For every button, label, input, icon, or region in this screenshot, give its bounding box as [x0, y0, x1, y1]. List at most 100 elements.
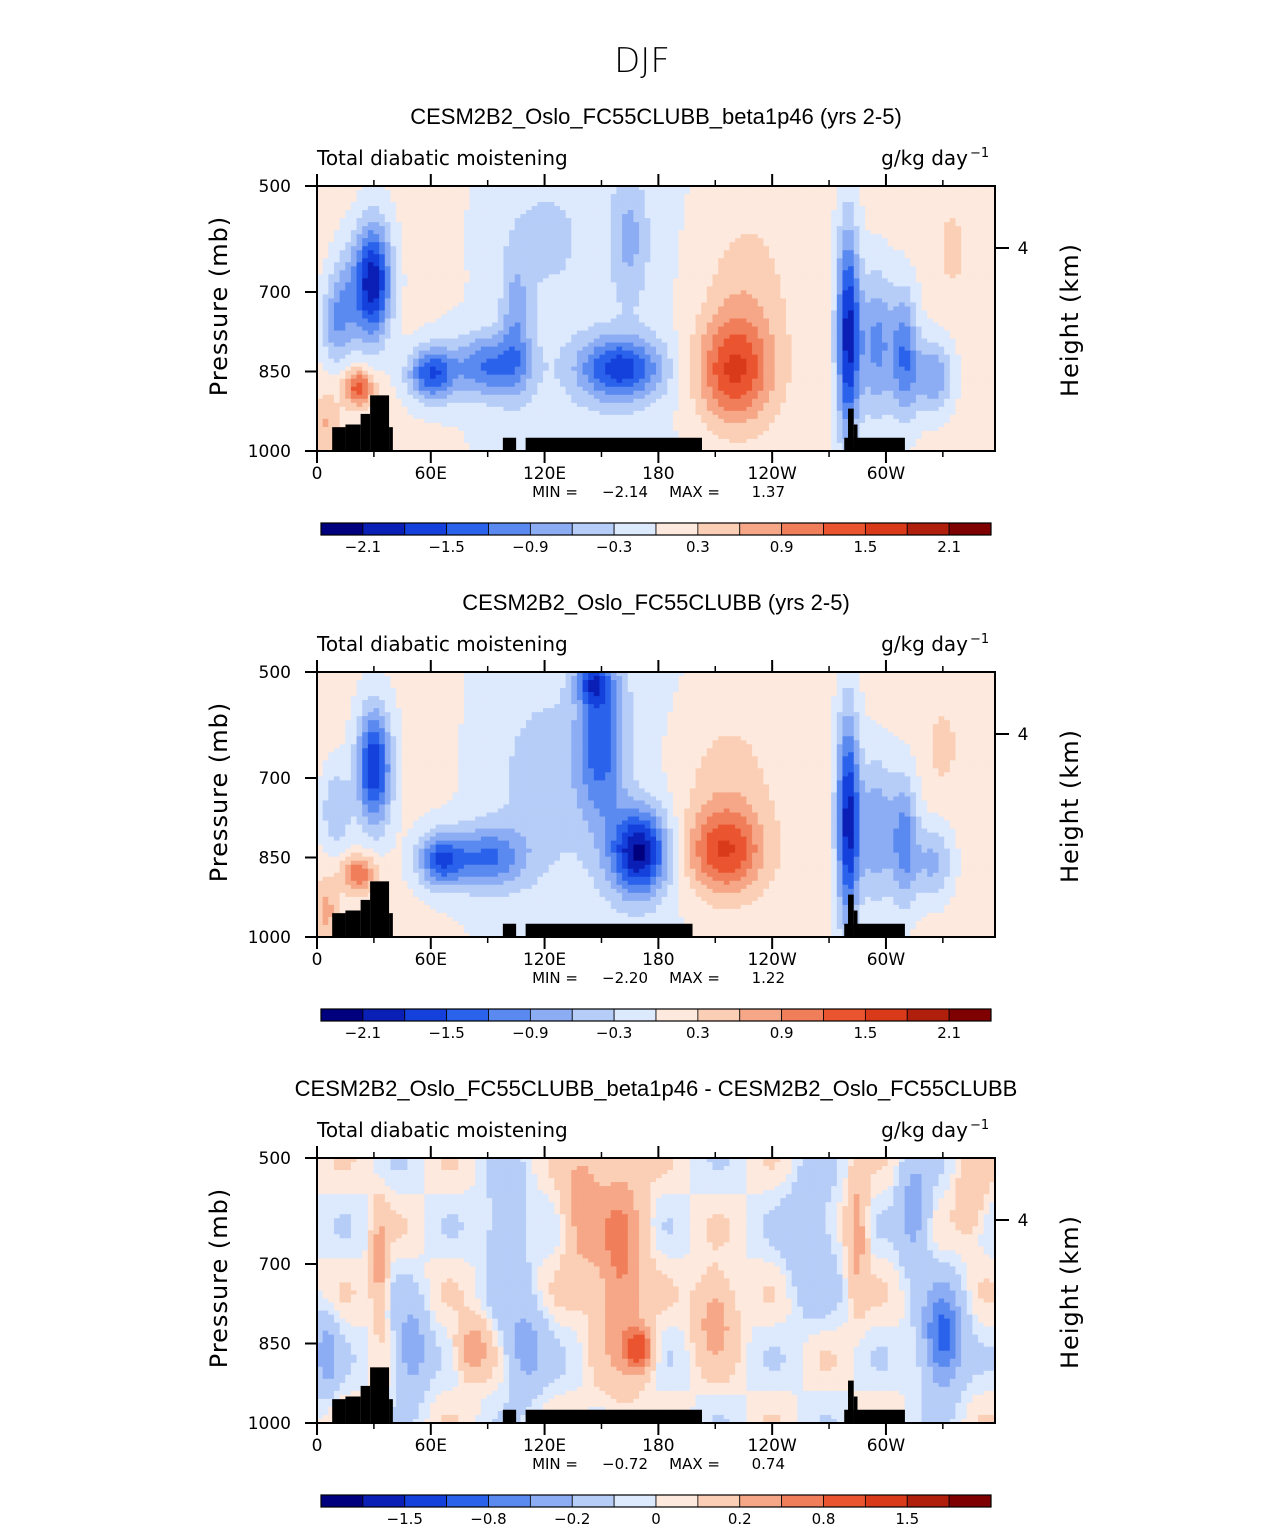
heatmap-cell — [650, 350, 657, 356]
heatmap-cell — [802, 210, 810, 215]
heatmap-cell — [531, 186, 538, 191]
heatmap-cell — [955, 190, 962, 195]
heatmap-cell — [904, 246, 911, 251]
heatmap-cell — [898, 318, 906, 324]
heatmap-cell — [413, 282, 420, 287]
heatmap-cell — [774, 246, 781, 251]
heatmap-cell — [870, 206, 877, 211]
heatmap-cell — [469, 254, 476, 259]
heatmap-cell — [401, 338, 408, 344]
heatmap-cell — [622, 206, 629, 211]
heatmap-cell — [622, 250, 629, 255]
heatmap-cell — [882, 346, 889, 352]
heatmap-cell — [746, 218, 753, 223]
heatmap-cell — [961, 190, 968, 195]
heatmap-cell — [882, 238, 889, 243]
heatmap-cell — [825, 238, 832, 243]
heatmap-cell — [780, 290, 787, 296]
heatmap-cell — [480, 338, 488, 344]
heatmap-cell — [582, 202, 589, 207]
heatmap-cell — [424, 278, 431, 283]
heatmap-cell — [458, 186, 465, 191]
heatmap-cell — [424, 346, 431, 352]
heatmap-cell — [480, 326, 488, 332]
heatmap-cell — [480, 226, 488, 231]
heatmap-cell — [492, 190, 499, 195]
heatmap-cell — [497, 306, 505, 312]
heatmap-cell — [757, 210, 764, 215]
heatmap-cell — [401, 266, 408, 271]
heatmap-cell — [543, 302, 550, 308]
heatmap-cell — [531, 190, 538, 195]
heatmap-cell — [757, 310, 764, 316]
heatmap-cell — [356, 246, 363, 251]
heatmap-cell — [627, 190, 634, 195]
heatmap-cell — [616, 318, 623, 324]
heatmap-cell — [955, 186, 962, 191]
heatmap-cell — [526, 226, 533, 231]
heatmap-cell — [633, 350, 640, 356]
heatmap-cell — [390, 286, 397, 291]
heatmap-cell — [469, 306, 476, 312]
heatmap-cell — [949, 206, 957, 211]
heatmap-cell — [492, 334, 499, 340]
heatmap-cell — [740, 306, 747, 312]
heatmap-cell — [588, 194, 595, 199]
heatmap-cell — [712, 274, 719, 279]
heatmap-cell — [791, 266, 798, 271]
heatmap-cell — [463, 330, 471, 336]
heatmap-cell — [469, 250, 476, 255]
heatmap-cell — [814, 250, 821, 255]
heatmap-cell — [791, 294, 798, 300]
heatmap-cell — [774, 310, 781, 316]
heatmap-cell — [836, 262, 844, 267]
heatmap-cell — [932, 218, 940, 223]
heatmap-cell — [921, 238, 928, 243]
heatmap-cell — [469, 346, 476, 352]
heatmap-cell — [836, 246, 844, 251]
heatmap-cell — [723, 262, 731, 267]
heatmap-cell — [949, 286, 957, 291]
heatmap-cell — [430, 342, 437, 348]
heatmap-cell — [593, 238, 601, 243]
heatmap-cell — [486, 206, 493, 211]
heatmap-cell — [887, 186, 894, 191]
heatmap-cell — [904, 238, 911, 243]
heatmap-cell — [865, 242, 872, 247]
heatmap-cell — [701, 318, 708, 324]
heatmap-cell — [791, 330, 798, 336]
heatmap-cell — [757, 294, 764, 300]
heatmap-cell — [317, 290, 324, 296]
heatmap-cell — [983, 346, 990, 352]
heatmap-cell — [836, 194, 844, 199]
heatmap-cell — [769, 282, 776, 287]
heatmap-cell — [435, 318, 442, 324]
heatmap-cell — [678, 254, 685, 259]
heatmap-cell — [379, 342, 386, 348]
heatmap-cell — [576, 230, 584, 235]
heatmap-cell — [898, 202, 906, 207]
heatmap-cell — [774, 294, 781, 300]
heatmap-cell — [684, 214, 691, 219]
heatmap-cell — [633, 214, 640, 219]
heatmap-cell — [927, 214, 934, 219]
heatmap-cell — [446, 262, 454, 267]
heatmap-cell — [537, 322, 544, 328]
heatmap-cell — [401, 270, 408, 275]
heatmap-cell — [735, 234, 742, 239]
heatmap-cell — [848, 326, 855, 332]
heatmap-cell — [497, 246, 505, 251]
heatmap-cell — [435, 202, 442, 207]
heatmap-cell — [774, 314, 781, 320]
heatmap-cell — [571, 218, 578, 223]
heatmap-cell — [672, 270, 680, 275]
heatmap-cell — [757, 242, 764, 247]
heatmap-cell — [932, 242, 940, 247]
heatmap-cell — [537, 274, 544, 279]
heatmap-cell — [345, 198, 352, 203]
heatmap-cell — [656, 346, 663, 352]
heatmap-cell — [543, 218, 550, 223]
heatmap-cell — [435, 314, 442, 320]
heatmap-cell — [520, 222, 527, 227]
heatmap-cell — [430, 282, 437, 287]
